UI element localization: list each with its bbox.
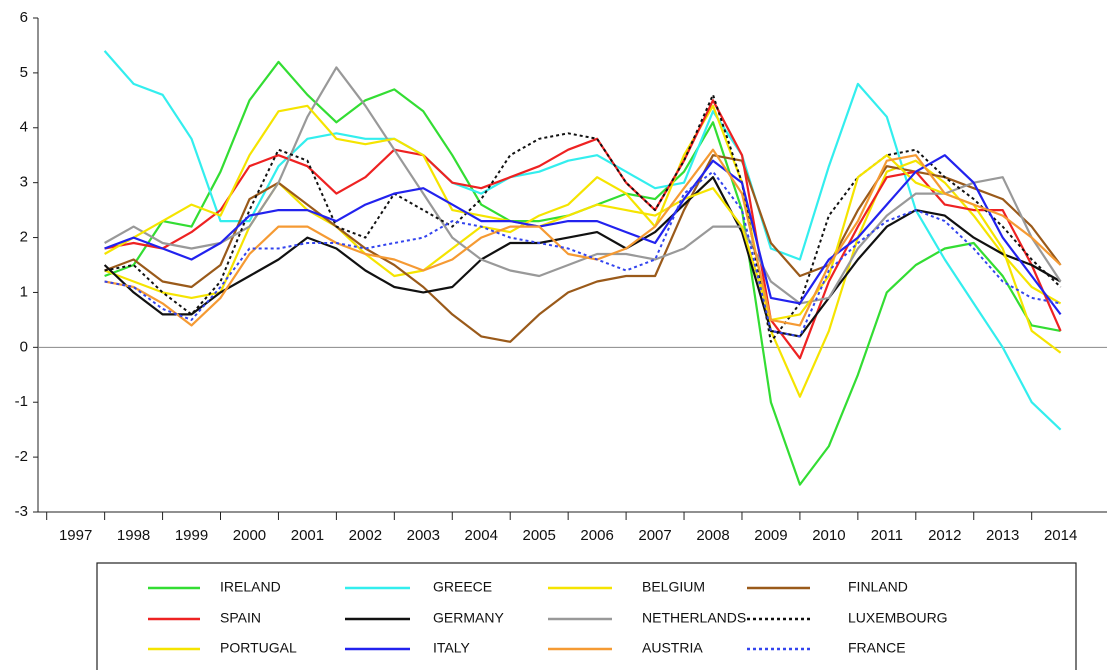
x-tick-label: 2002 bbox=[349, 527, 382, 544]
x-tick-label: 2005 bbox=[522, 527, 555, 544]
x-tick-label: 2012 bbox=[928, 527, 961, 544]
y-tick-label: 5 bbox=[20, 64, 28, 81]
legend: IRELAND GREECE BELGIUM FINLAND SPAIN GERMANY N… bbox=[148, 579, 948, 656]
y-tick-label: 0 bbox=[20, 338, 28, 355]
legend-label: FINLAND bbox=[848, 579, 908, 595]
legend-box bbox=[96, 562, 1077, 670]
legend-label: IRELAND bbox=[220, 579, 281, 595]
legend-label: LUXEMBOURG bbox=[848, 610, 948, 626]
y-tick-label: 4 bbox=[20, 119, 28, 136]
x-tick-label: 1997 bbox=[59, 527, 92, 544]
x-tick-label: 2003 bbox=[407, 527, 440, 544]
y-tick-label: 6 bbox=[20, 9, 28, 26]
y-tick-label: -2 bbox=[15, 448, 28, 465]
legend-label: FRANCE bbox=[848, 640, 906, 656]
series-line bbox=[104, 66, 1062, 305]
series-line bbox=[104, 104, 1062, 398]
series-line bbox=[104, 99, 1062, 360]
y-tick-label: 1 bbox=[20, 283, 28, 300]
series-line bbox=[104, 148, 1062, 327]
legend-label: ITALY bbox=[433, 640, 470, 656]
y-tick-label: 3 bbox=[20, 174, 28, 191]
series-line bbox=[104, 60, 1061, 486]
legend-label: BELGIUM bbox=[642, 579, 705, 595]
x-tick-label: 2004 bbox=[465, 527, 498, 544]
series-line bbox=[104, 93, 1062, 343]
x-tick-label: 2014 bbox=[1044, 527, 1077, 544]
series-line bbox=[104, 154, 1062, 316]
series-line bbox=[104, 104, 1062, 354]
x-tick-label: 2001 bbox=[291, 527, 324, 544]
y-tick-label: 2 bbox=[20, 229, 28, 246]
legend-label: SPAIN bbox=[220, 610, 261, 626]
x-tick-label: 2011 bbox=[871, 527, 903, 544]
x-tick-label: 2009 bbox=[754, 527, 787, 544]
y-tick-label: -3 bbox=[15, 503, 28, 520]
x-tick-label: 2007 bbox=[638, 527, 671, 544]
legend-label: GERMANY bbox=[433, 610, 504, 626]
x-tick-label: 1998 bbox=[117, 527, 150, 544]
series-line bbox=[103, 176, 1062, 338]
y-tick-label: -1 bbox=[15, 393, 28, 410]
legend-label: GREECE bbox=[433, 579, 492, 595]
x-tick-label: 1999 bbox=[175, 527, 208, 544]
legend-label: NETHERLANDS bbox=[642, 610, 746, 626]
series-line bbox=[103, 50, 1062, 431]
x-tick-label: 2010 bbox=[812, 527, 845, 544]
legend-label: PORTUGAL bbox=[220, 640, 297, 656]
x-tick-label: 2000 bbox=[233, 527, 266, 544]
x-tick-label: 2006 bbox=[580, 527, 613, 544]
series-line bbox=[104, 170, 1061, 338]
x-tick-label: 2013 bbox=[986, 527, 1019, 544]
legend-label: AUSTRIA bbox=[642, 640, 703, 656]
x-tick-label: 2008 bbox=[696, 527, 729, 544]
